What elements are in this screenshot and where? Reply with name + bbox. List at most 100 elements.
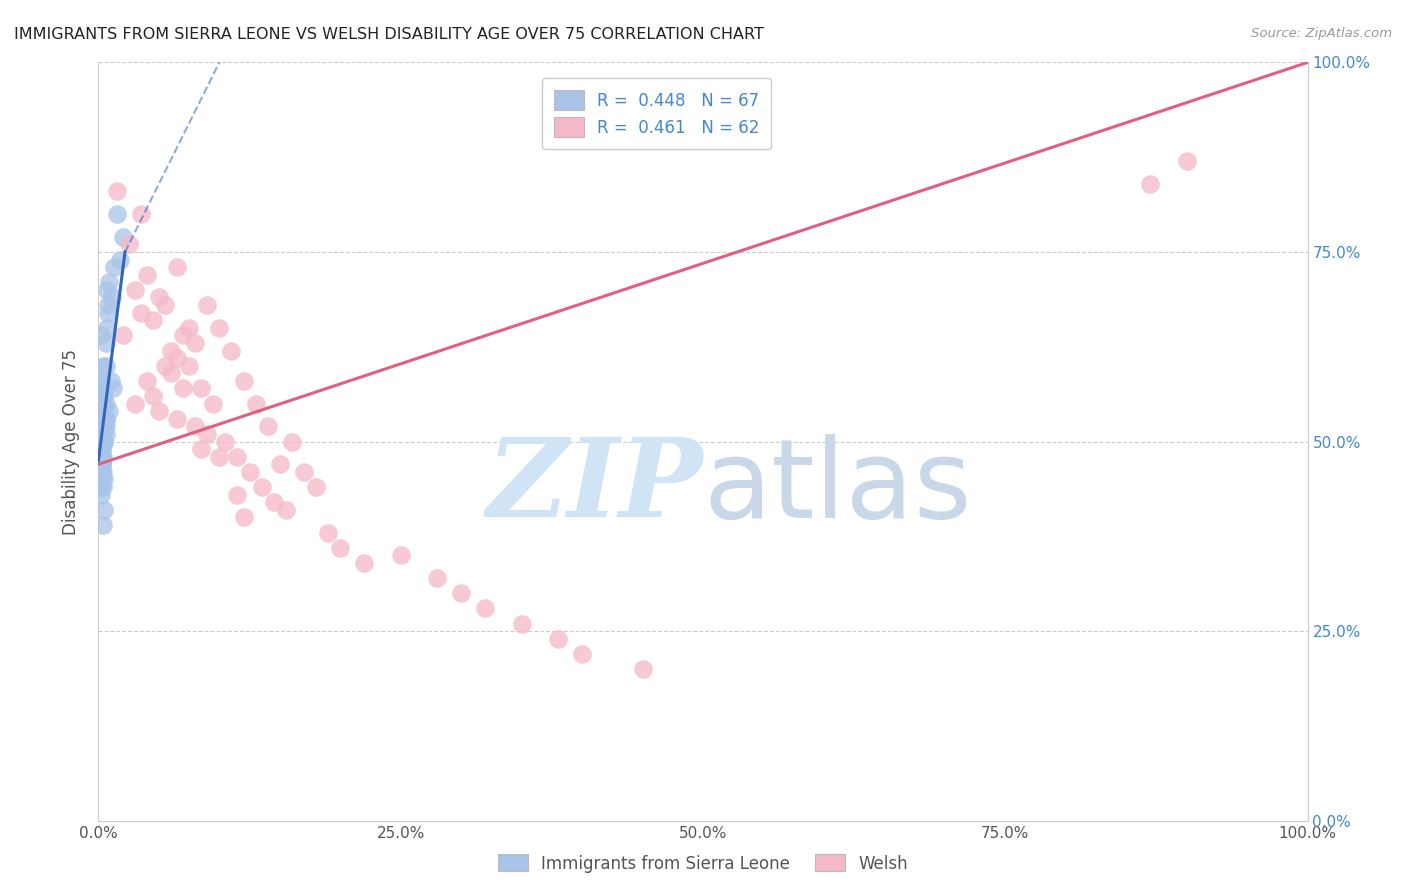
Point: [90, 442, 112, 457]
Point: [96, 320, 118, 334]
Point: [93, 412, 115, 426]
Point: [250, 480, 273, 494]
Point: [239, 465, 262, 479]
Point: [184, 419, 207, 434]
Point: [118, 237, 141, 252]
Point: [329, 541, 352, 555]
Point: [166, 351, 188, 366]
Point: [135, 374, 157, 388]
Point: [179, 320, 201, 334]
Point: [160, 343, 183, 358]
Point: [631, 662, 654, 676]
Point: [91, 450, 114, 464]
Point: [89, 427, 111, 442]
Point: [98, 275, 121, 289]
Point: [214, 434, 236, 449]
Text: ZIP: ZIP: [486, 434, 703, 541]
Point: [124, 283, 146, 297]
Point: [91, 465, 114, 479]
Point: [91, 427, 114, 442]
Point: [111, 229, 134, 244]
Point: [89, 419, 111, 434]
Point: [89, 396, 111, 410]
Point: [305, 480, 328, 494]
Point: [93, 473, 115, 487]
Point: [316, 525, 339, 540]
Point: [148, 291, 170, 305]
Point: [108, 252, 131, 267]
Point: [93, 419, 115, 434]
Legend: Immigrants from Sierra Leone, Welsh: Immigrants from Sierra Leone, Welsh: [491, 847, 915, 880]
Point: [90, 374, 112, 388]
Point: [93, 434, 115, 449]
Point: [389, 548, 412, 563]
Point: [103, 260, 125, 274]
Point: [93, 389, 115, 403]
Point: [353, 556, 375, 570]
Point: [208, 320, 231, 334]
Point: [1139, 177, 1161, 191]
Point: [91, 457, 114, 471]
Point: [93, 382, 115, 396]
Point: [91, 412, 114, 426]
Point: [94, 359, 117, 373]
Point: [90, 328, 112, 343]
Point: [153, 298, 176, 312]
Point: [274, 503, 297, 517]
Point: [129, 305, 152, 319]
Point: [90, 412, 112, 426]
Point: [91, 396, 114, 410]
Point: [510, 616, 533, 631]
Point: [172, 382, 194, 396]
Point: [90, 442, 112, 457]
Text: Source: ZipAtlas.com: Source: ZipAtlas.com: [1251, 27, 1392, 40]
Point: [547, 632, 569, 646]
Y-axis label: Disability Age Over 75: Disability Age Over 75: [62, 349, 80, 534]
Point: [89, 427, 111, 442]
Point: [166, 412, 188, 426]
Point: [97, 305, 120, 319]
Point: [111, 328, 134, 343]
Point: [94, 412, 117, 426]
Point: [474, 601, 496, 615]
Point: [172, 328, 194, 343]
Point: [135, 268, 157, 282]
Point: [91, 442, 114, 457]
Point: [221, 343, 243, 358]
Point: [202, 396, 225, 410]
Point: [94, 335, 117, 350]
Point: [184, 335, 207, 350]
Point: [91, 419, 114, 434]
Point: [91, 450, 114, 464]
Point: [190, 382, 212, 396]
Point: [94, 396, 117, 410]
Point: [179, 359, 201, 373]
Point: [91, 389, 114, 403]
Point: [100, 374, 122, 388]
Point: [91, 457, 114, 471]
Point: [281, 434, 304, 449]
Point: [97, 298, 120, 312]
Point: [105, 207, 128, 221]
Point: [190, 442, 212, 457]
Point: [93, 419, 115, 434]
Text: IMMIGRANTS FROM SIERRA LEONE VS WELSH DISABILITY AGE OVER 75 CORRELATION CHART: IMMIGRANTS FROM SIERRA LEONE VS WELSH DI…: [14, 27, 763, 42]
Point: [94, 419, 117, 434]
Point: [90, 434, 112, 449]
Point: [90, 404, 112, 418]
Point: [263, 495, 285, 509]
Point: [426, 571, 449, 585]
Point: [100, 291, 122, 305]
Point: [245, 396, 267, 410]
Point: [91, 457, 114, 471]
Point: [90, 374, 112, 388]
Point: [91, 480, 114, 494]
Point: [91, 434, 114, 449]
Point: [571, 647, 593, 661]
Point: [124, 396, 146, 410]
Point: [91, 404, 114, 418]
Point: [195, 427, 218, 442]
Point: [166, 260, 188, 274]
Point: [91, 450, 114, 464]
Point: [148, 404, 170, 418]
